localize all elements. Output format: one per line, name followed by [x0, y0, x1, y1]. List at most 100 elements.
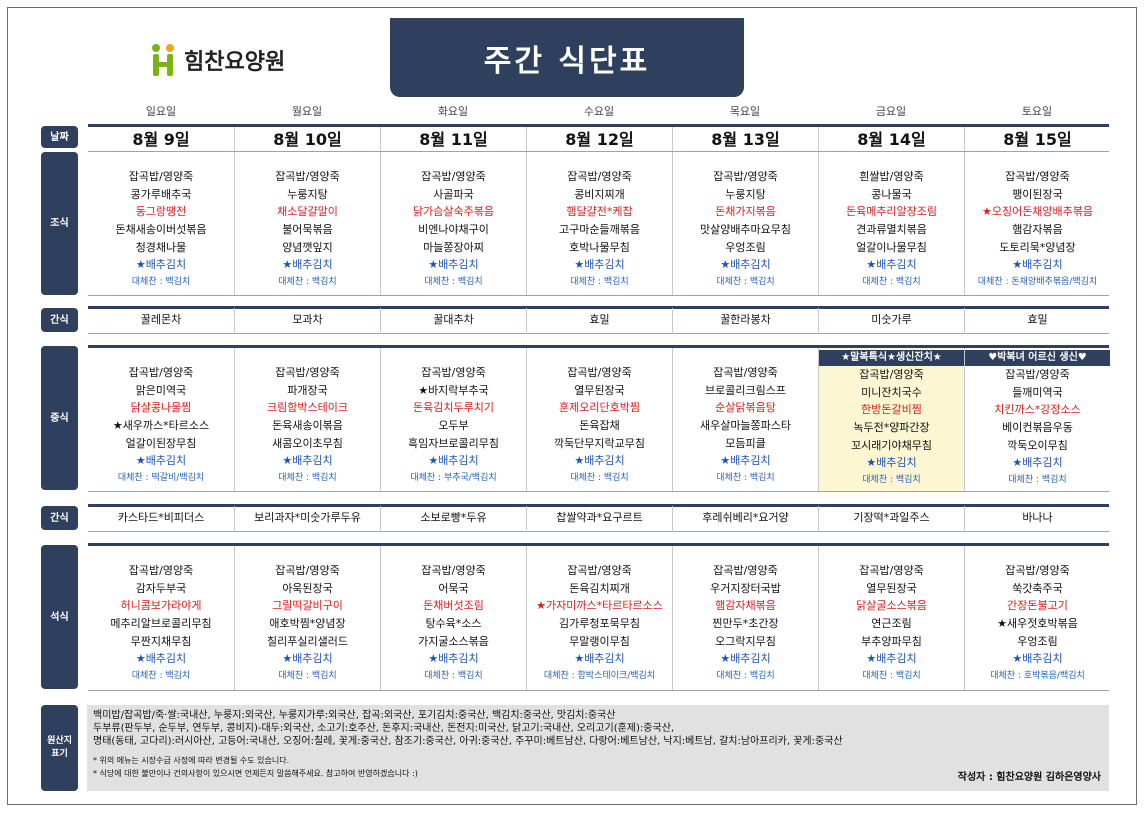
menu-item: 마늘쫑장아찌: [423, 240, 484, 254]
snack1-cell: 모과차: [234, 308, 380, 334]
menu-item: 잡곡밥/영양죽: [1005, 564, 1070, 577]
menu-item: ★배추김치: [720, 652, 771, 666]
menu-item: 우엉조림: [725, 240, 766, 254]
menu-item: 깍둑오이무침: [1007, 438, 1068, 452]
label-breakfast: 조식: [41, 152, 78, 295]
substitute-dish: 대체찬 : 백김치: [278, 277, 337, 288]
menu-item: 돈육김치두루치기: [413, 401, 494, 415]
menu-item: ★배추김치: [1012, 652, 1063, 666]
menu-item: ★배추김치: [135, 258, 187, 272]
menu-item: 새우살마늘쫑파스타: [699, 419, 792, 433]
menu-item: ★배추김치: [1012, 456, 1063, 470]
dinner-cell: 잡곡밥/영양죽 돈육김치찌개 ★가자미까스*타르타르소스 김가루청포묵무침 무말랭이무침…: [526, 546, 672, 690]
menu-item: 잡곡밥/영양죽: [713, 564, 778, 577]
label-origin: 원산지 표기: [41, 705, 78, 791]
menu-item: 새콤오이초무침: [272, 436, 343, 450]
menu-item: 브로콜리크림스프: [705, 383, 786, 397]
dinner-top-line: [88, 543, 1109, 546]
menu-item: 한방돈갈비찜: [861, 403, 922, 417]
snack1-cell: 효밀: [964, 308, 1110, 334]
snack1-cell: 효밀: [526, 308, 672, 334]
menu-item: ★배추김치: [282, 258, 333, 272]
origin-line: 두부류(판두부, 순두부, 연두부, 콩비지)-대두:외국산, 소고기:호주산,…: [93, 723, 675, 734]
substitute-dish: 대체찬 : 백김치: [278, 473, 337, 484]
menu-item: 청경채나물: [135, 240, 187, 254]
menu-item: 미니잔치국수: [861, 385, 922, 399]
menu-item: 파개장국: [287, 383, 328, 397]
menu-item: 닭살굴소스볶음: [856, 599, 927, 613]
menu-item: ★새우젓호박볶음: [997, 617, 1078, 631]
menu-item: 돈육메추리알장조림: [845, 205, 938, 219]
menu-item: 꼬시래기야채무침: [851, 438, 932, 452]
substitute-dish: 대체찬 : 백김치: [424, 671, 483, 682]
snack2-cell: 찹쌀약과*요구르트: [526, 506, 672, 532]
date-cell: 8월 12일: [526, 127, 672, 151]
date-cell: 8월 15일: [964, 127, 1110, 151]
note: * 식당에 대한 불만이나 건의사항이 있으시면 언제든지 말씀해주세요. 참고…: [93, 769, 418, 778]
menu-item: 치킨까스*강정소스: [994, 403, 1081, 417]
dinner-cell: 잡곡밥/영양죽 어묵국 돈채버섯조림 탕수육*소스 가지굴소스볶음 ★배추김치 대체찬 : …: [380, 546, 526, 690]
lunch-cell: 잡곡밥/영양죽 파개장국 크림함박스테이크 돈육새송이볶음 새콤오이초무침 ★배추김치 대체…: [234, 348, 380, 491]
date-top-line: [88, 124, 1109, 127]
snack1-bottom-line: [88, 333, 1109, 334]
menu-item: 우엉조림: [1017, 634, 1058, 648]
label-date: 날짜: [41, 126, 78, 148]
menu-item: 잡곡밥/영양죽: [1005, 368, 1070, 381]
menu-item: 오두부: [438, 419, 469, 433]
menu-item: 열무된장국: [866, 581, 917, 595]
menu-item: 불어묵볶음: [282, 223, 333, 237]
breakfast-cell: 잡곡밥/영양죽 팽이된장국 ★오징어돈채양배추볶음 햄감자볶음 도토리묵*양념장 ★배추김…: [964, 152, 1110, 295]
menu-item: ★새우까스*타르소스: [112, 419, 210, 433]
day-header: 금요일: [875, 105, 907, 118]
menu-item: 견과류멸치볶음: [856, 223, 927, 237]
menu-item: 채소달걀말이: [277, 205, 338, 219]
menu-item: 메추리알브로콜리무침: [110, 617, 212, 631]
menu-item: 콩가루배추국: [130, 187, 192, 201]
menu-item: 햄달걀전*케찹: [566, 205, 633, 219]
breakfast-bottom-line: [88, 295, 1109, 296]
menu-item: 돈육새송이볶음: [272, 419, 343, 433]
menu-item: 닭가슴살숙주볶음: [413, 205, 494, 219]
dinner-cell: 잡곡밥/영양죽 쑥갓축주국 간장돈불고기 ★새우젓호박볶음 우엉조림 ★배추김치 대체찬 :…: [964, 546, 1110, 690]
special-banner: ♥박복녀 어르신 생신♥: [965, 350, 1110, 366]
menu-item: 호박나물무침: [569, 240, 630, 254]
menu-item: ★배추김치: [135, 454, 187, 468]
breakfast-cell: 잡곡밥/영양죽 콩비지찌개 햄달걀전*케찹 고구마순들깨볶음 호박나물무침 ★배추김치 대체…: [526, 152, 672, 295]
lunch-cell: 잡곡밥/영양죽 브로콜리크림스프 순살닭볶음탕 새우살마늘쫑파스타 모듬피클 ★배추김치 대…: [672, 348, 818, 491]
menu-item: 무말랭이무침: [569, 634, 630, 648]
breakfast-cell: 잡곡밥/영양죽 누룽지탕 돈채가지볶음 맛살양배추마요무침 우엉조림 ★배추김치 대체찬 :…: [672, 152, 818, 295]
logo-text: 힘찬요양원: [184, 50, 286, 75]
substitute-dish: 대체찬 : 백김치: [570, 473, 629, 484]
menu-item: 잡곡밥/영양죽: [421, 366, 486, 379]
origin-box: 백미밥/잡곡밥/죽·쌀:국내산, 누룽지:외국산, 누룽지가루:외국산, 잡곡:…: [87, 705, 1109, 791]
dinner-cell: 잡곡밥/영양죽 열무된장국 닭살굴소스볶음 연근조림 부추양파무침 ★배추김치 대체찬 : …: [818, 546, 964, 690]
menu-item: 간장돈불고기: [1007, 599, 1068, 613]
menu-item: 잡곡밥/영양죽: [859, 564, 924, 577]
lunch-bottom-line: [88, 491, 1109, 492]
snack1-top-line: [88, 306, 1109, 309]
snack2-cell: 보리과자*미숫가루두유: [234, 506, 380, 532]
date-cell: 8월 10일: [234, 127, 380, 151]
lunch-cell: ★말복특식★생신잔치★ 잡곡밥/영양죽 미니잔치국수 한방돈갈비찜 녹두전*양파간장 꼬시…: [818, 348, 964, 491]
menu-item: ★배추김치: [866, 652, 917, 666]
menu-item: 얼갈이된장무침: [125, 436, 197, 450]
menu-item: 누룽지탕: [725, 187, 766, 201]
menu-item: 고구마순들깨볶음: [559, 223, 640, 237]
menu-item: 얼갈이나물무침: [856, 240, 927, 254]
menu-item: ★배추김치: [135, 652, 187, 666]
menu-item: ★배추김치: [574, 258, 625, 272]
dinner-bottom-line: [88, 690, 1109, 691]
snack2-cell: 기장떡*과일주스: [818, 506, 964, 532]
menu-item: 부추양파무침: [861, 634, 922, 648]
menu-item: 우거지장터국밥: [710, 581, 781, 595]
menu-item: 팽이된장국: [1012, 187, 1063, 201]
menu-item: 탕수육*소스: [425, 617, 482, 631]
menu-item: 잡곡밥/영양죽: [421, 564, 486, 577]
substitute-dish: 대체찬 : 호박볶음/백김치: [990, 671, 1085, 682]
menu-item: 찐만두*초간장: [712, 617, 779, 631]
substitute-dish: 대체찬 : 백김치: [716, 277, 775, 288]
snack2-bottom-line: [88, 531, 1109, 532]
snack2-cell: 바나나: [964, 506, 1110, 532]
substitute-dish: 대체찬 : 백김치: [716, 473, 775, 484]
breakfast-cell: 잡곡밥/영양죽 누룽지탕 채소달걀말이 불어묵볶음 양념깻잎지 ★배추김치 대체찬 : 백김…: [234, 152, 380, 295]
